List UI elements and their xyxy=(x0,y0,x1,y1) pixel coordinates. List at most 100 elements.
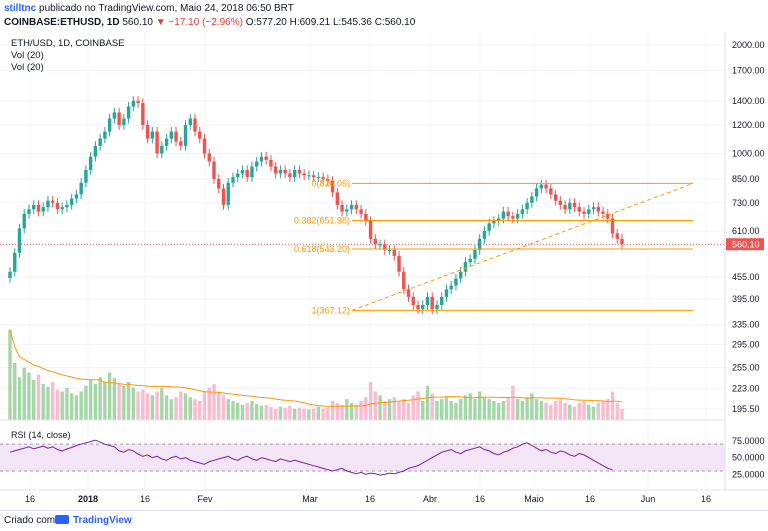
candle-body xyxy=(468,258,472,263)
candle-body xyxy=(458,271,463,279)
volume-bar xyxy=(587,404,591,420)
candle-body xyxy=(473,249,477,259)
candle-body xyxy=(217,178,221,189)
time-axis-label: Mar xyxy=(302,494,318,504)
fib-level-label: 0(826.06) xyxy=(311,178,350,188)
volume-bar xyxy=(520,401,525,420)
candle-body xyxy=(41,207,45,212)
price-axis-label: 2000.00 xyxy=(732,40,765,50)
candle-body xyxy=(188,118,192,125)
volume-bar xyxy=(55,389,60,420)
volume-bar xyxy=(563,402,567,420)
candle-body xyxy=(577,207,582,212)
fib-trend-line xyxy=(351,182,694,311)
candle-body xyxy=(164,138,169,146)
fib-retracement[interactable]: 0(826.06) 0.382(651.98) 0.618(543.20) 1(367… xyxy=(294,178,694,315)
candle-body xyxy=(69,198,74,205)
time-axis-label: 16 xyxy=(25,494,35,504)
volume-bar xyxy=(444,397,449,420)
volume-bar xyxy=(103,382,107,420)
volume-bar xyxy=(307,409,311,420)
volume-bar xyxy=(373,391,378,420)
candle-body xyxy=(402,271,406,290)
candle-body xyxy=(349,204,354,210)
candle-body xyxy=(198,131,202,139)
volume-bar xyxy=(221,395,226,420)
volume-bar xyxy=(254,403,259,420)
volume-bar xyxy=(183,393,188,420)
candle-body xyxy=(387,249,392,251)
rsi-axis-label: 50.0000 xyxy=(732,453,765,463)
volume-bar xyxy=(378,395,382,420)
volume-bar xyxy=(292,408,297,420)
time-axis-label: Fev xyxy=(197,494,213,504)
volume-bar xyxy=(354,404,359,420)
candle-body xyxy=(221,188,226,205)
candle-body xyxy=(240,169,245,174)
time-axis-label: Maio xyxy=(524,494,544,504)
price-axis-label: 1000.00 xyxy=(732,149,765,159)
grid-lines xyxy=(0,32,725,490)
candle-body xyxy=(596,207,600,212)
price-axis-label: 610.00 xyxy=(732,226,760,236)
candle-body xyxy=(615,233,619,239)
volume-bar xyxy=(473,399,477,420)
symbol-name: COINBASE:ETHUSD, 1D xyxy=(4,17,120,28)
fib-level-label: 1(367.12) xyxy=(311,305,350,315)
volume-bar xyxy=(468,393,472,420)
candle-body xyxy=(534,188,539,197)
candle-body xyxy=(463,262,468,272)
candle-body xyxy=(131,100,136,107)
candle-body xyxy=(250,166,254,178)
rsi-line xyxy=(9,439,613,476)
candle-body xyxy=(572,202,577,208)
author-link[interactable]: stilltnc xyxy=(4,3,37,14)
price-chart[interactable]: 0(826.06) 0.382(651.98) 0.618(543.20) 1(367… xyxy=(0,32,768,510)
candle-body xyxy=(316,177,321,179)
candle-body xyxy=(501,211,506,219)
volume-bars xyxy=(8,329,624,420)
candle-body xyxy=(487,223,491,231)
volume-bar xyxy=(84,385,88,420)
candle-body xyxy=(179,141,183,146)
volume-bar xyxy=(425,385,430,420)
volume-bar xyxy=(402,399,406,420)
candle-body xyxy=(93,145,98,157)
candle-body xyxy=(354,204,359,210)
volume-bar xyxy=(454,402,458,420)
candle-body xyxy=(150,131,155,139)
candle-body xyxy=(511,216,515,219)
volume-bar xyxy=(202,391,207,420)
volume-bar xyxy=(387,399,392,420)
volume-bar xyxy=(60,391,64,420)
volume-bar xyxy=(174,397,178,420)
volume-bar xyxy=(515,399,520,420)
volume-bar xyxy=(212,383,216,420)
candle-body xyxy=(160,145,164,154)
axes: 2000.00 1700.00 1400.00 1200.00 1000.00 850.0… xyxy=(0,32,768,504)
volume-bar xyxy=(321,408,325,420)
time-axis-label: 16 xyxy=(701,494,711,504)
candle-body xyxy=(549,188,553,195)
candle-body xyxy=(563,204,567,210)
tradingview-logo[interactable]: TradingView xyxy=(55,515,132,526)
chart-header: stilltnc publicado no TradingView.com, M… xyxy=(0,0,768,32)
volume-bar xyxy=(288,405,292,420)
volume-bar xyxy=(477,391,482,420)
candle-body xyxy=(568,202,572,210)
candle-body xyxy=(269,159,273,167)
volume-bar xyxy=(22,367,26,420)
volume-bar xyxy=(620,408,624,420)
candle-body xyxy=(383,244,387,250)
candle-body xyxy=(112,112,117,119)
candle-body xyxy=(264,156,268,160)
candle-body xyxy=(515,213,520,219)
volume-bar xyxy=(330,401,335,420)
candle-body xyxy=(530,196,534,203)
candle-body xyxy=(558,200,563,205)
price-axis-label: 1700.00 xyxy=(732,65,765,75)
volume-bar xyxy=(13,363,17,420)
volume-bar xyxy=(615,402,619,420)
volume-bar xyxy=(577,402,582,420)
candle-body xyxy=(321,177,325,179)
